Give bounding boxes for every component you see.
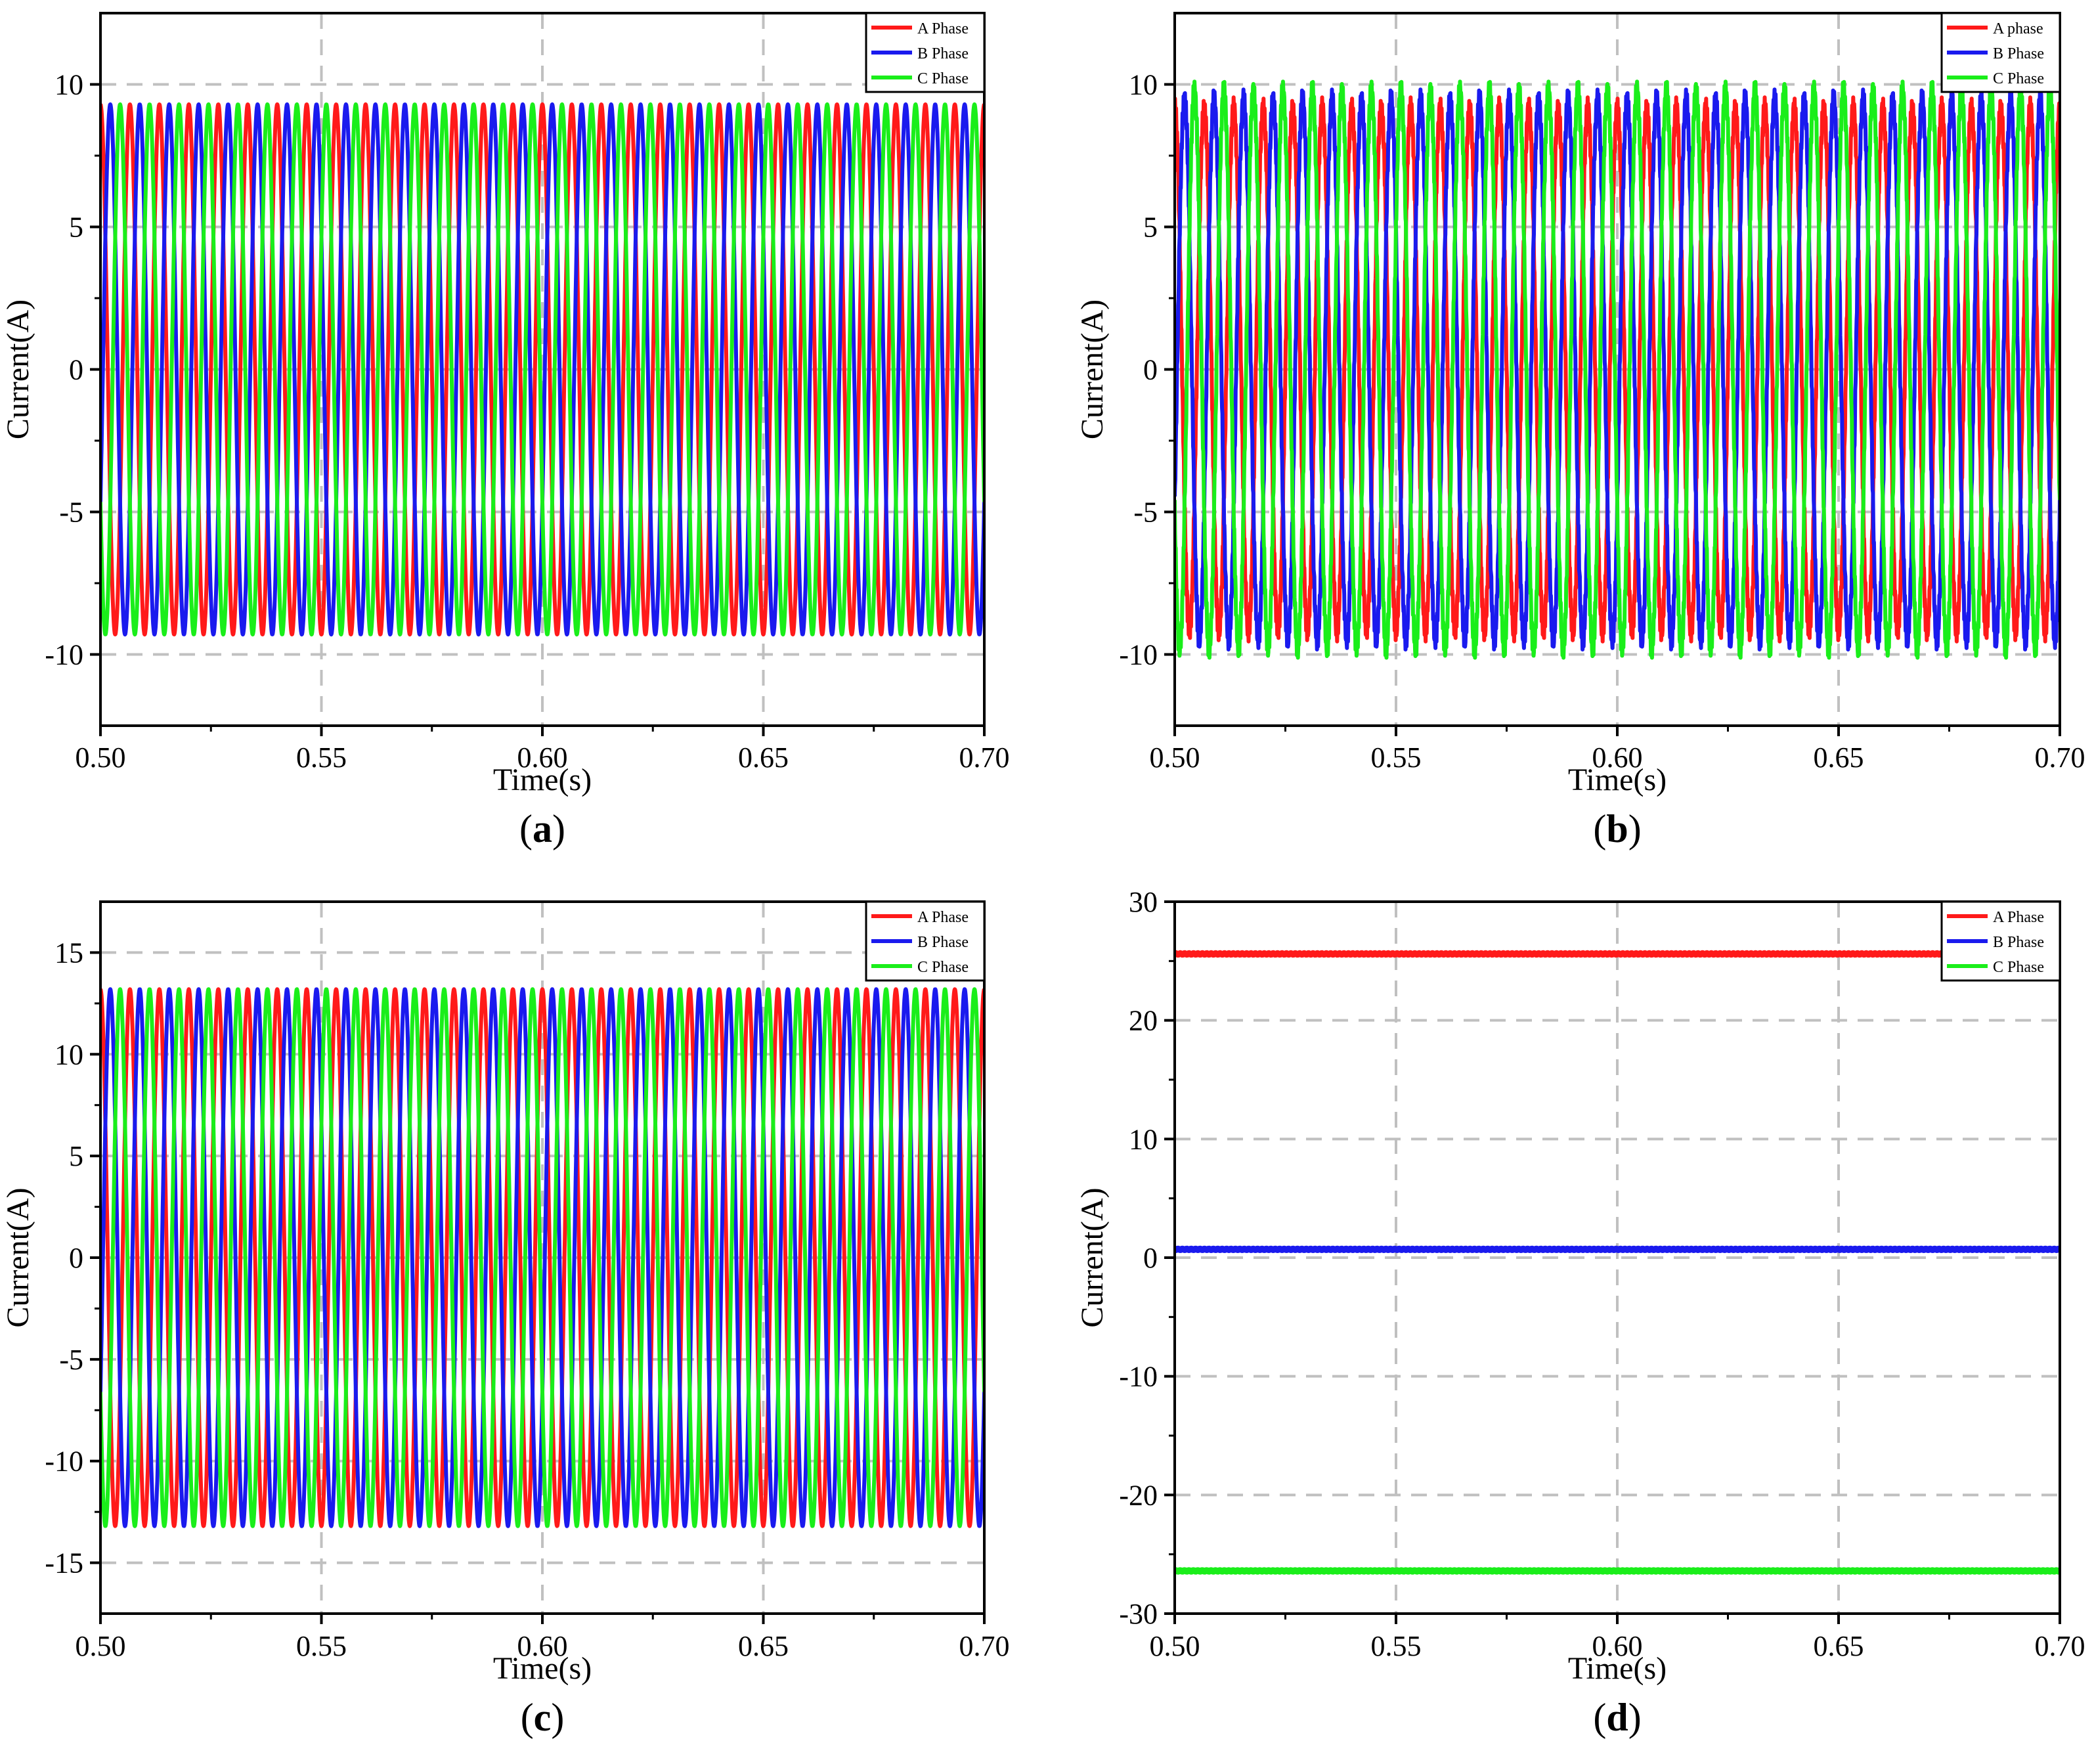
y-tick-label: 10 <box>55 1038 83 1070</box>
y-tick-label: -5 <box>1133 496 1158 529</box>
series-line-b-phase <box>1175 1245 2060 1253</box>
x-axis-title: Time(s) <box>493 762 592 797</box>
y-tick-label: 0 <box>1143 354 1158 386</box>
legend-label: A phase <box>1993 20 2043 37</box>
y-tick-label: -5 <box>59 496 83 529</box>
y-axis-title: Current(A) <box>1075 1187 1110 1327</box>
panel-label: (b) <box>1593 807 1641 850</box>
y-tick-label: 30 <box>1129 886 1158 918</box>
y-tick-label: 5 <box>69 1140 83 1172</box>
series-group <box>1175 950 2060 1575</box>
x-tick-label: 0.65 <box>1814 1630 1864 1662</box>
x-tick-label: 0.65 <box>1814 741 1864 774</box>
panel-label: (c) <box>521 1696 565 1739</box>
y-axis-title: Current(A) <box>1075 299 1110 439</box>
series-line-c-phase <box>1175 1567 2060 1575</box>
x-tick-label: 0.60 <box>1592 741 1643 774</box>
legend-label: A Phase <box>1993 909 2044 926</box>
y-tick-label: -5 <box>59 1344 83 1376</box>
legend: A Phase B Phase C Phase <box>865 12 986 93</box>
legend: A Phase B Phase C Phase <box>1940 900 2061 982</box>
x-tick-label: 0.60 <box>517 741 568 774</box>
series-group <box>100 102 984 637</box>
x-tick-label: 0.65 <box>738 1630 789 1662</box>
legend-label: C Phase <box>1993 70 2044 87</box>
panel-label: (a) <box>519 807 565 850</box>
x-tick-label: 0.60 <box>1592 1630 1643 1662</box>
y-tick-label: 10 <box>1129 1123 1158 1155</box>
x-tick-label: 0.50 <box>76 1630 126 1662</box>
series-group <box>100 987 984 1528</box>
chart-panel-a: 0.50 0.55 0.60 0.65 0.70 -10 -5 0 5 10 Time(s) Curr… <box>1 12 1010 850</box>
chart-panel-c: 0.50 0.55 0.60 0.65 0.70 -15 -10 -5 0 5 10 15 Time(s… <box>1 900 1010 1739</box>
legend-label: C Phase <box>917 959 969 976</box>
x-tick-label: 0.50 <box>1150 1630 1200 1662</box>
x-tick-label: 0.65 <box>738 741 789 774</box>
y-tick-label: 15 <box>55 937 83 969</box>
series-line-c-phase <box>1175 79 2060 660</box>
y-tick-label: -10 <box>45 1445 83 1478</box>
x-tick-label: 0.60 <box>517 1630 568 1662</box>
x-tick-label: 0.55 <box>296 1630 347 1662</box>
x-axis-title: Time(s) <box>493 1651 592 1686</box>
series-line-c-phase <box>100 102 984 637</box>
legend-label: C Phase <box>917 70 969 87</box>
x-tick-label: 0.70 <box>959 1630 1010 1662</box>
x-tick-label: 0.55 <box>296 741 347 774</box>
chart-panel-b: 0.50 0.55 0.60 0.65 0.70 -10 -5 0 5 10 Time(s) Curr… <box>1075 12 2085 850</box>
y-tick-label: -10 <box>1119 639 1158 671</box>
y-tick-label: 10 <box>1129 69 1158 101</box>
x-tick-label: 0.55 <box>1371 1630 1422 1662</box>
legend-label: A Phase <box>917 909 969 926</box>
y-axis-title: Current(A) <box>1 1187 35 1327</box>
legend: A phase B Phase C Phase <box>1940 12 2061 93</box>
legend: A Phase B Phase C Phase <box>865 900 986 982</box>
legend-label: C Phase <box>1993 959 2044 976</box>
y-tick-label: 10 <box>55 69 83 101</box>
legend-label: B Phase <box>917 934 969 951</box>
series-group <box>1175 79 2060 660</box>
series-line-a-phase <box>100 102 984 637</box>
y-tick-label: -10 <box>1119 1361 1158 1393</box>
y-tick-label: 5 <box>1143 211 1158 244</box>
series-line-c-phase <box>100 987 984 1528</box>
y-tick-label: 5 <box>69 211 83 244</box>
x-tick-label: 0.50 <box>76 741 126 774</box>
x-tick-label: 0.70 <box>2035 741 2085 774</box>
series-line-a-phase <box>100 987 984 1528</box>
y-tick-label: 20 <box>1129 1005 1158 1037</box>
x-axis-title: Time(s) <box>1568 762 1667 797</box>
y-tick-label: 0 <box>69 354 83 386</box>
x-tick-label: 0.70 <box>959 741 1010 774</box>
legend-label: A Phase <box>917 20 969 37</box>
y-tick-label: 0 <box>1143 1242 1158 1274</box>
series-line-a-phase <box>1175 950 2060 958</box>
chart-panel-d: 0.50 0.55 0.60 0.65 0.70 -30 -20 -10 0 10 20 30 Time… <box>1075 886 2085 1739</box>
legend-label: B Phase <box>1993 934 2044 951</box>
y-tick-label: -10 <box>45 639 83 671</box>
x-axis-title: Time(s) <box>1568 1651 1667 1686</box>
series-line-a-phase <box>1175 95 2060 644</box>
legend-label: B Phase <box>1993 45 2044 62</box>
y-tick-label: -20 <box>1119 1479 1158 1511</box>
legend-label: B Phase <box>917 45 969 62</box>
y-axis-title: Current(A) <box>1 299 35 439</box>
y-tick-label: -30 <box>1119 1598 1158 1630</box>
x-tick-label: 0.50 <box>1150 741 1200 774</box>
x-tick-label: 0.55 <box>1371 741 1422 774</box>
y-tick-label: -15 <box>45 1547 83 1579</box>
panel-label: (d) <box>1593 1696 1641 1739</box>
x-tick-label: 0.70 <box>2035 1630 2085 1662</box>
y-tick-label: 0 <box>69 1242 83 1274</box>
